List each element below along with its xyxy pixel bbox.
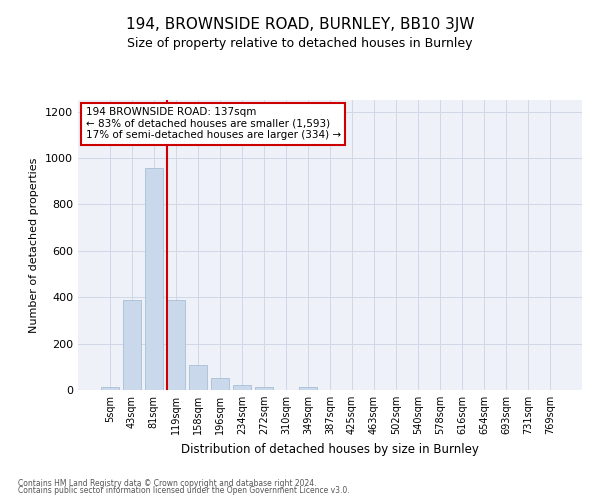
Bar (167, 300, 185, 390)
Text: 194, BROWNSIDE ROAD, BURNLEY, BB10 3JW: 194, BROWNSIDE ROAD, BURNLEY, BB10 3JW (126, 18, 474, 32)
Bar (211, 378, 229, 390)
Text: Contains public sector information licensed under the Open Government Licence v3: Contains public sector information licen… (18, 486, 350, 495)
Bar (299, 387, 317, 390)
Bar (189, 365, 206, 390)
Text: Size of property relative to detached houses in Burnley: Size of property relative to detached ho… (127, 38, 473, 51)
Text: 194 BROWNSIDE ROAD: 137sqm
← 83% of detached houses are smaller (1,593)
17% of s: 194 BROWNSIDE ROAD: 137sqm ← 83% of deta… (86, 108, 341, 140)
Bar (101, 387, 119, 390)
Bar (255, 387, 273, 390)
X-axis label: Distribution of detached houses by size in Burnley: Distribution of detached houses by size … (181, 442, 479, 456)
Bar (145, 168, 163, 390)
Text: Contains HM Land Registry data © Crown copyright and database right 2024.: Contains HM Land Registry data © Crown c… (18, 478, 317, 488)
Bar (233, 385, 251, 390)
Bar (123, 300, 140, 390)
Y-axis label: Number of detached properties: Number of detached properties (29, 158, 40, 332)
